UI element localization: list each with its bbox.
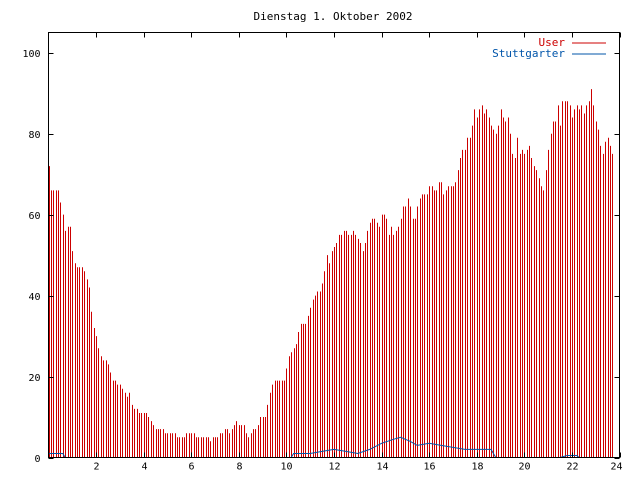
x-tick-label: 20 [518,462,530,473]
legend-label-user: User [539,36,566,49]
plot-frame [48,32,620,458]
legend: User Stuttgarter [492,36,606,60]
x-tick-label: 4 [141,462,147,473]
x-tick-label: 24 [610,462,622,473]
y-tick-label: 100 [22,49,40,60]
y-tick-label: 20 [28,373,40,384]
x-tick-label: 14 [376,462,388,473]
y-tick-label: 60 [28,211,40,222]
plot-area [48,89,620,458]
y-tick-label: 80 [28,130,40,141]
x-tick-label: 10 [280,462,292,473]
chart-title: Dienstag 1. Oktober 2002 [254,10,413,23]
y-tick-label: 40 [28,292,40,303]
x-tick-label: 8 [236,462,242,473]
y-tick-label: 0 [34,454,40,465]
x-tick-label: 6 [188,462,194,473]
x-tick-label: 12 [328,462,340,473]
x-tick-label: 2 [93,462,99,473]
x-axis: 2 4 6 8 10 12 14 16 18 20 22 24 [93,32,623,473]
x-tick-label: 18 [471,462,483,473]
legend-label-stuttgarter: Stuttgarter [492,47,565,60]
x-tick-label: 22 [566,462,578,473]
y-axis: 0 20 40 60 80 100 [22,49,620,465]
x-tick-label: 16 [423,462,435,473]
